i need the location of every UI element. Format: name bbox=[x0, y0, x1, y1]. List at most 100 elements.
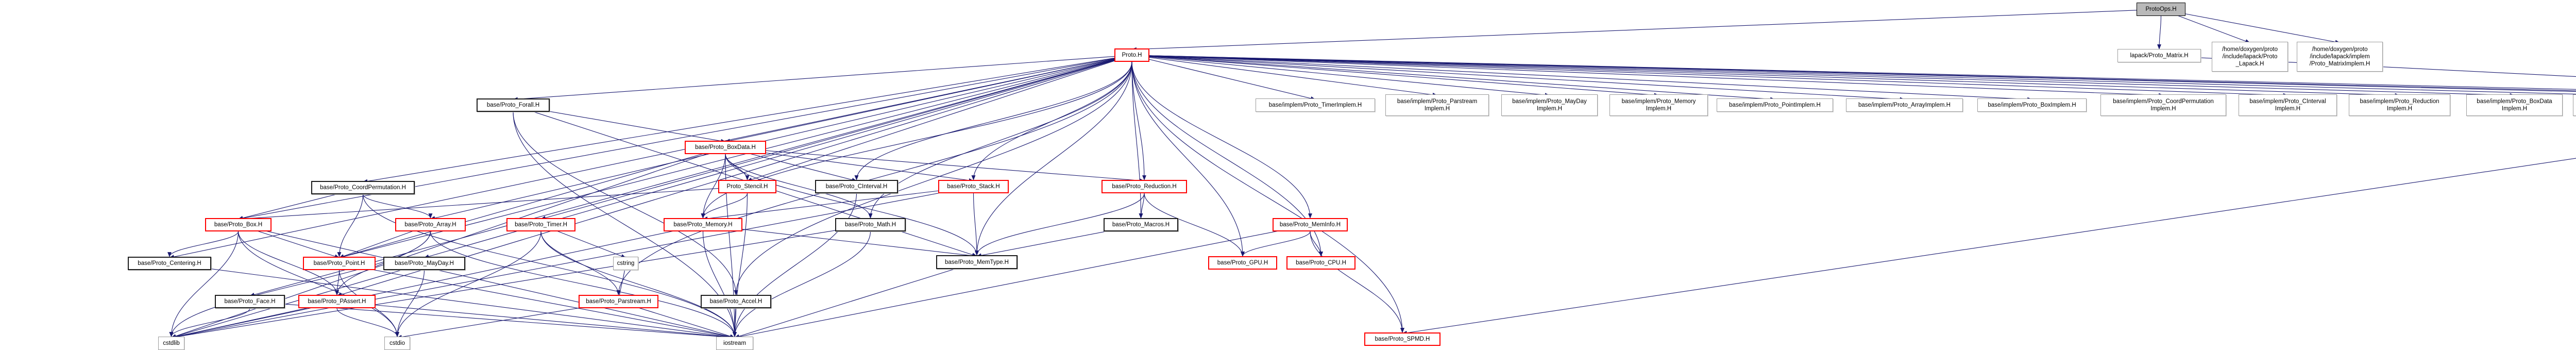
graph-node-stencil[interactable]: Proto_Stencil.H bbox=[718, 180, 776, 193]
graph-node-macros[interactable]: base/Proto_Macros.H bbox=[1104, 218, 1178, 231]
graph-node-lapack_lapack[interactable]: /home/doxygen/proto /include/lapack/Prot… bbox=[2212, 42, 2288, 72]
graph-node-mayday[interactable]: base/Proto_MayDay.H bbox=[383, 257, 465, 270]
edge-box-cstdlib bbox=[169, 231, 239, 337]
edge-stack-memory bbox=[702, 186, 974, 221]
edge-boxdata-point bbox=[338, 147, 726, 259]
edge-boxdata-reduction bbox=[725, 147, 1145, 183]
edge-boxdata-memory bbox=[701, 154, 726, 219]
graph-node-gpu[interactable]: base/Proto_GPU.H bbox=[1208, 256, 1277, 270]
edge-proto_hub-memtype bbox=[975, 61, 1132, 256]
edge-timer-parstream bbox=[540, 231, 621, 295]
graph-node-boxdata[interactable]: base/Proto_BoxData.H bbox=[685, 141, 766, 154]
edge-coordperm-point bbox=[337, 194, 364, 257]
graph-node-box[interactable]: base/Proto_Box.H bbox=[205, 218, 272, 231]
edge-distributed_set-spmd bbox=[1402, 158, 2576, 335]
edge-proto_hub-cinterval_implem bbox=[1131, 55, 2289, 97]
edge-proto_hub-memory_implem bbox=[1131, 55, 1659, 97]
edge-proto_hub-boxdata_implem bbox=[1131, 55, 2515, 97]
edge-proto_hub-parstream bbox=[616, 61, 1132, 295]
graph-node-timer[interactable]: base/Proto_Timer.H bbox=[506, 218, 575, 231]
graph-node-stencil_implem[interactable]: base/implem/Proto_Stencil Implem.H bbox=[2573, 94, 2576, 116]
edge-proto_hub-cinterval bbox=[854, 61, 1132, 180]
edge-proto_hub-point bbox=[338, 55, 1132, 259]
edge-stencil-box bbox=[238, 186, 748, 221]
graph-node-point[interactable]: base/Proto_Point.H bbox=[303, 257, 376, 270]
graph-node-meminfo[interactable]: base/Proto_MemInfo.H bbox=[1273, 218, 1348, 231]
edge-proto_hub-timer bbox=[540, 55, 1132, 220]
graph-node-reduction_implem[interactable]: base/implem/Proto_Reduction Implem.H bbox=[2349, 94, 2450, 116]
graph-node-reduction[interactable]: base/Proto_Reduction.H bbox=[1101, 180, 1187, 193]
graph-node-passert[interactable]: base/Proto_PAssert.H bbox=[298, 295, 376, 308]
graph-node-parstream_implem[interactable]: base/implem/Proto_Parstream Implem.H bbox=[1385, 94, 1489, 116]
edge-proto_hub-stencil bbox=[747, 55, 1132, 181]
graph-node-memory[interactable]: base/Proto_Memory.H bbox=[664, 218, 742, 231]
edge-meminfo-spmd bbox=[1310, 231, 1404, 333]
graph-node-parstream[interactable]: base/Proto_Parstream.H bbox=[579, 295, 658, 308]
edge-math-iostream bbox=[733, 231, 871, 337]
edge-stack-cstdlib bbox=[171, 186, 974, 339]
edge-forall-accel bbox=[513, 111, 738, 295]
edge-face-cstdlib bbox=[169, 308, 250, 337]
graph-node-timer_implem[interactable]: base/implem/Proto_TimerImplem.H bbox=[1256, 98, 1375, 112]
graph-node-iostream[interactable]: iostream bbox=[716, 337, 753, 350]
graph-node-cpu[interactable]: base/Proto_CPU.H bbox=[1286, 256, 1355, 270]
edge-coordperm-iostream bbox=[362, 194, 737, 337]
graph-node-array_implem[interactable]: base/implem/Proto_ArrayImplem.H bbox=[1846, 98, 1963, 112]
edge-proto_hub-forall bbox=[513, 55, 1132, 102]
edge-timer-iostream bbox=[540, 231, 737, 337]
edge-proto_hub-point_implem bbox=[1131, 55, 1775, 102]
edge-meminfo-gpu bbox=[1241, 231, 1311, 257]
graph-node-matrix_implem[interactable]: /home/doxygen/proto /include/lapack/impl… bbox=[2297, 42, 2383, 72]
edge-coordperm-array bbox=[362, 194, 433, 219]
graph-node-cinterval_implem[interactable]: base/implem/Proto_CInterval Implem.H bbox=[2239, 94, 2337, 116]
edge-proto_hub-memory bbox=[701, 61, 1132, 219]
edge-memtype-iostream bbox=[734, 261, 977, 339]
edge-proto_hub-accel bbox=[734, 61, 1132, 295]
graph-node-centering[interactable]: base/Proto_Centering.H bbox=[128, 257, 211, 270]
edge-box-iostream bbox=[238, 224, 735, 339]
edge-proto_hub-passert bbox=[336, 55, 1132, 297]
graph-node-protoops[interactable]: ProtoOps.H bbox=[2137, 3, 2185, 16]
edge-box-cstdio bbox=[238, 231, 399, 337]
edge-proto_hub-gpu bbox=[1131, 61, 1245, 257]
graph-node-array[interactable]: base/Proto_Array.H bbox=[395, 218, 466, 231]
graph-node-stack[interactable]: base/Proto_Stack.H bbox=[938, 180, 1009, 193]
edge-array-iostream bbox=[430, 231, 737, 337]
edge-proto_hub-centering bbox=[169, 55, 1132, 259]
graph-node-mayday_implem[interactable]: base/implem/Proto_MayDay Implem.H bbox=[1501, 94, 1598, 116]
edge-proto_hub-stencil_implem bbox=[1131, 55, 2576, 95]
edge-proto_hub-reduction bbox=[1131, 61, 1146, 180]
graph-node-face[interactable]: base/Proto_Face.H bbox=[215, 295, 285, 308]
edge-cinterval-iostream bbox=[733, 193, 857, 337]
edge-protoops-proto_hub bbox=[1131, 9, 2161, 52]
edge-proto_hub-spmd bbox=[1131, 61, 1404, 333]
edge-memory-cstdlib bbox=[171, 224, 703, 339]
graph-node-memory_implem[interactable]: base/implem/Proto_Memory Implem.H bbox=[1609, 94, 1708, 116]
graph-node-boxdata_implem[interactable]: base/implem/Proto_BoxData Implem.H bbox=[2466, 94, 2563, 116]
graph-node-point_implem[interactable]: base/implem/Proto_PointImplem.H bbox=[1717, 98, 1833, 112]
edge-timer-cstdio bbox=[395, 231, 541, 337]
graph-node-accel[interactable]: base/Proto_Accel.H bbox=[701, 295, 771, 308]
graph-node-spmd[interactable]: base/Proto_SPMD.H bbox=[1364, 332, 1440, 346]
graph-node-cstdio[interactable]: cstdio bbox=[384, 337, 410, 350]
graph-node-math[interactable]: base/Proto_Math.H bbox=[835, 218, 906, 231]
edge-protoops-matrix_implem bbox=[2161, 9, 2341, 44]
graph-node-cstdlib[interactable]: cstdlib bbox=[158, 337, 184, 350]
edge-mayday-cstdio bbox=[395, 270, 425, 337]
graph-node-box_implem[interactable]: base/implem/Proto_BoxImplem.H bbox=[1977, 98, 2087, 112]
edge-proto_hub-distributed_set bbox=[1131, 55, 2576, 91]
edge-proto_hub-coordperm bbox=[362, 55, 1132, 184]
edge-proto_hub-mayday_implem bbox=[1131, 55, 1550, 97]
graph-node-memtype[interactable]: base/Proto_MemType.H bbox=[936, 255, 1018, 269]
graph-node-forall[interactable]: base/Proto_Forall.H bbox=[477, 98, 550, 112]
edge-stencil-memory bbox=[701, 193, 748, 219]
graph-node-proto_hub[interactable]: Proto.H bbox=[1114, 48, 1149, 62]
graph-node-lapack_matrix[interactable]: lapack/Proto_Matrix.H bbox=[2117, 49, 2201, 62]
graph-node-cstring[interactable]: cstring bbox=[613, 257, 638, 270]
graph-node-coordperm[interactable]: base/Proto_CoordPermutation.H bbox=[311, 181, 415, 194]
graph-node-coordperm_implem[interactable]: base/implem/Proto_CoordPermutation Imple… bbox=[2100, 94, 2226, 116]
edge-point-passert bbox=[335, 270, 340, 295]
graph-node-cinterval[interactable]: base/Proto_CInterval.H bbox=[815, 180, 898, 193]
edge-meminfo-iostream bbox=[734, 224, 1311, 339]
